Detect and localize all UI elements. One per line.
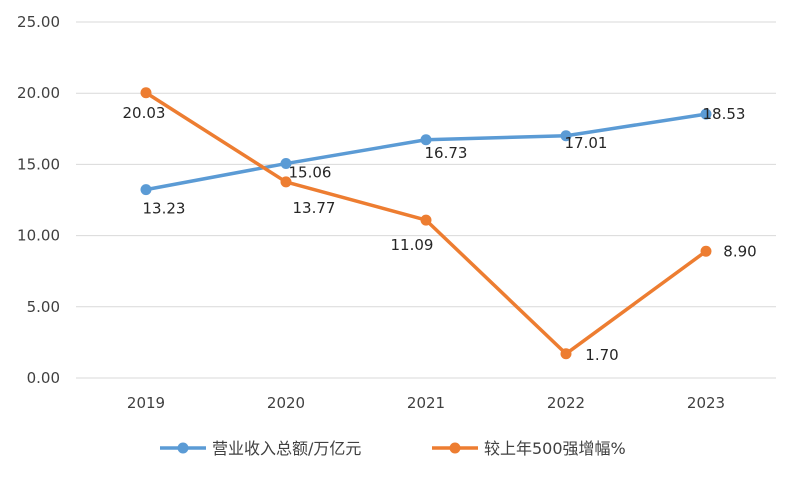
y-tick-label: 20.00 bbox=[17, 84, 60, 102]
data-label: 15.06 bbox=[289, 164, 332, 182]
data-label: 11.09 bbox=[391, 236, 434, 254]
data-point bbox=[700, 108, 712, 120]
data-label: 8.90 bbox=[723, 242, 756, 260]
data-point bbox=[280, 158, 292, 170]
x-tick-label: 2022 bbox=[547, 394, 585, 412]
y-tick-label: 0.00 bbox=[27, 369, 60, 387]
data-label: 13.77 bbox=[293, 199, 336, 217]
legend: 营业收入总额/万亿元 较上年500强增幅% bbox=[160, 439, 626, 458]
data-point bbox=[560, 348, 572, 360]
series bbox=[140, 87, 712, 360]
data-point bbox=[420, 134, 432, 146]
y-tick-label: 15.00 bbox=[17, 155, 60, 173]
y-tick-label: 25.00 bbox=[17, 13, 60, 31]
x-axis-ticks: 2019 2020 2021 2022 2023 bbox=[127, 394, 725, 412]
data-labels: 13.23 15.06 16.73 17.01 18.53 20.03 13.77 11.09… bbox=[123, 104, 757, 364]
data-point bbox=[420, 214, 432, 226]
data-label: 13.23 bbox=[143, 200, 186, 218]
data-point bbox=[140, 87, 152, 99]
y-tick-label: 10.00 bbox=[17, 227, 60, 245]
y-axis-ticks: 0.00 5.00 10.00 15.00 20.00 25.00 bbox=[17, 13, 60, 387]
data-label: 1.70 bbox=[585, 346, 618, 364]
data-point bbox=[280, 176, 292, 188]
data-label: 18.53 bbox=[703, 105, 746, 123]
x-tick-label: 2020 bbox=[267, 394, 305, 412]
legend-label: 营业收入总额/万亿元 bbox=[212, 439, 361, 458]
legend-label: 较上年500强增幅% bbox=[484, 439, 626, 458]
x-tick-label: 2023 bbox=[687, 394, 725, 412]
y-tick-label: 5.00 bbox=[27, 298, 60, 316]
x-tick-label: 2019 bbox=[127, 394, 165, 412]
data-point bbox=[140, 184, 152, 196]
gridlines bbox=[76, 21, 776, 379]
legend-swatch-marker bbox=[449, 442, 461, 454]
data-label: 17.01 bbox=[565, 134, 608, 152]
legend-swatch-marker bbox=[177, 442, 189, 454]
data-label: 16.73 bbox=[425, 144, 468, 162]
data-point bbox=[700, 245, 712, 257]
data-label: 20.03 bbox=[123, 104, 166, 122]
data-point bbox=[560, 130, 572, 142]
x-tick-label: 2021 bbox=[407, 394, 445, 412]
